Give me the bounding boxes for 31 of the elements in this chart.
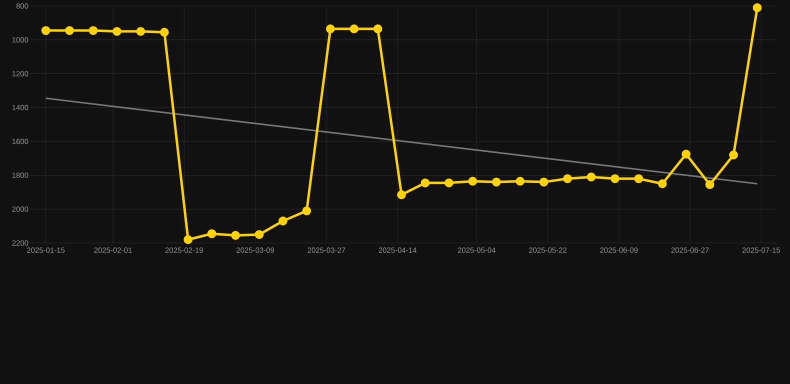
point: [160, 28, 169, 37]
point: [254, 230, 264, 239]
point: [516, 176, 525, 186]
point: [302, 206, 312, 216]
point: [468, 176, 478, 186]
point: [682, 150, 691, 159]
point: [752, 3, 762, 12]
point: [492, 178, 501, 187]
point: [136, 26, 146, 36]
point: [634, 174, 644, 184]
point: [563, 174, 572, 184]
point: [610, 174, 620, 184]
point: [586, 172, 596, 182]
point: [65, 26, 74, 35]
point: [326, 24, 335, 34]
point: [350, 24, 359, 34]
point: [88, 26, 98, 35]
point: [231, 230, 240, 240]
point: [444, 178, 454, 188]
point: [207, 229, 216, 238]
point: [729, 150, 738, 160]
point: [184, 235, 193, 244]
point: [539, 178, 548, 187]
point: [112, 26, 122, 36]
point: [705, 180, 714, 190]
point: [420, 178, 430, 188]
point: [278, 216, 288, 226]
point: [373, 24, 382, 34]
point: [41, 26, 50, 35]
point: [658, 179, 667, 188]
point: [397, 190, 406, 200]
